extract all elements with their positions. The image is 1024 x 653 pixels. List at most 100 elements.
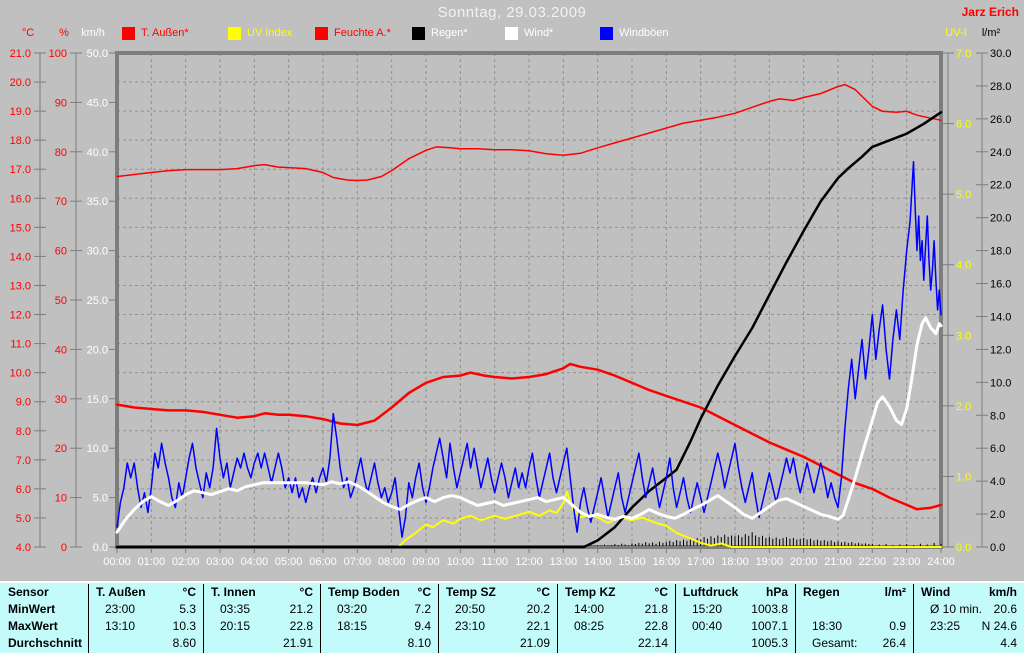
series-uv: [116, 491, 942, 548]
legend-item-t-aussen: T. Außen*: [122, 26, 189, 40]
temp-sz-avg-row: 21.09: [439, 635, 557, 652]
col-unit: °C: [654, 585, 668, 599]
axis-unit-percent: %: [59, 27, 69, 39]
stats-table: Sensor MinWert MaxWert Durchschnitt T. Außen…: [0, 581, 1024, 653]
axis-tick-label: 5.0: [93, 493, 108, 505]
axis-tick-label: 7.0: [956, 48, 971, 60]
time-tick-label: 20:00: [790, 556, 818, 568]
col-header: Wind km/h: [914, 584, 1024, 601]
axis-tick-label: 60: [55, 246, 67, 258]
max-time: 08:25: [574, 619, 605, 633]
axis-tick-label: 80: [55, 147, 67, 159]
time-tick-label: 05:00: [275, 556, 303, 568]
time-tick-label: 14:00: [584, 556, 612, 568]
stats-col-temp-kz: Temp KZ °C 14:00 21.8 08:25 22.8 22.14: [557, 584, 675, 653]
axis-tick-label: 20.0: [87, 344, 108, 356]
axis-tick-label: 9.0: [16, 397, 31, 409]
min-value: 7.2: [414, 602, 431, 616]
min-time: 15:20: [692, 602, 723, 616]
axis-tick-label: 2.0: [990, 509, 1005, 521]
min-value: 20.6: [993, 602, 1017, 616]
temp-boden-avg-row: 8.10: [321, 635, 438, 652]
temp-boden-max-row: 18:15 9.4: [321, 618, 438, 635]
axis-tick-label: 10.0: [990, 377, 1011, 389]
col-unit: hPa: [765, 585, 788, 599]
col-header: T. Innen °C: [204, 584, 320, 601]
time-tick-label: 19:00: [756, 556, 784, 568]
legend-label: Regen*: [431, 27, 468, 39]
axis-uv: UV-I 0.0 1.0 2.0 3.0 4.0 5.0 6.0 7.0: [942, 27, 971, 554]
stats-col-temp-sz: Temp SZ °C 20:50 20.2 23:10 22.1 21.09: [438, 584, 557, 653]
col-unit: °C: [536, 585, 550, 599]
stats-col-t-aussen: T. Außen °C 23:00 5.3 13:10 10.3 8.60: [88, 584, 203, 653]
avg-value: 21.91: [282, 636, 313, 650]
temp-sz-max-row: 23:10 22.1: [439, 618, 557, 635]
axis-tick-label: 35.0: [87, 196, 108, 208]
avg-time: [211, 635, 220, 652]
avg-value: 22.14: [637, 636, 668, 650]
time-tick-label: 09:00: [412, 556, 440, 568]
max-time: 23:25: [930, 619, 961, 633]
axis-tick-label: 21.0: [10, 48, 31, 60]
temp-kz-min-row: 14:00 21.8: [558, 601, 675, 618]
axis-tick-label: 10: [55, 493, 67, 505]
col-name: T. Außen: [96, 585, 146, 599]
min-time: 23:00: [105, 602, 136, 616]
wind-swatch-icon: [505, 26, 518, 40]
max-value: 22.8: [644, 619, 668, 633]
temp-sz-min-row: 20:50 20.2: [439, 601, 557, 618]
axis-tick-label: 6.0: [990, 443, 1005, 455]
axis-tick-label: 17.0: [10, 164, 31, 176]
min-time: Ø 10 min.: [930, 602, 983, 616]
max-value: 22.1: [526, 619, 550, 633]
legend-label: UV Index: [247, 27, 293, 39]
max-time: 13:10: [105, 619, 136, 633]
legend-item-windboeen: Windböen: [600, 26, 669, 40]
time-tick-label: 12:00: [515, 556, 543, 568]
col-name: Temp KZ: [565, 585, 616, 599]
chart-legend: T. Außen* UV Index Feuchte A.* Regen* Wind* W…: [117, 26, 917, 41]
min-value: 21.2: [289, 602, 313, 616]
avg-time: [446, 635, 455, 652]
axis-lm2: l/m² 0.0 2.0 4.0 6.0 8.0 10.0 12.0 14.0 16.0 18.0 2…: [976, 27, 1011, 554]
series-wind: [115, 316, 943, 534]
axis-tick-label: 0.0: [93, 542, 108, 554]
axis-tick-label: 7.0: [16, 455, 31, 467]
max-time: 20:15: [220, 619, 251, 633]
time-tick-label: 10:00: [447, 556, 475, 568]
axis-tick-label: 3.0: [956, 330, 971, 342]
axis-tick-label: 10.0: [87, 443, 108, 455]
axis-tick-label: 2.0: [956, 401, 971, 413]
axis-tick-label: 8.0: [990, 410, 1005, 422]
row-label: MinWert: [8, 602, 56, 616]
axis-tick-label: 6.0: [16, 484, 31, 496]
axis-tick-label: 90: [55, 97, 67, 109]
max-value: 22.8: [289, 619, 313, 633]
weather-chart-canvas: °C 4.0 5.0 6.0 7.0 8.0 9.0 10.0 11.0 12.0 13.0 14.0…: [10, 27, 1012, 568]
regen-avg-row: Gesamt: 26.4: [796, 635, 913, 652]
regen-max-row: 18:30 0.9: [796, 618, 913, 635]
wind-min-row: Ø 10 min. 20.6: [914, 601, 1024, 618]
col-unit: °C: [182, 585, 196, 599]
col-unit: °C: [417, 585, 431, 599]
max-value: 0.9: [889, 619, 906, 633]
axis-tick-label: 5.0: [16, 513, 31, 525]
col-name: Temp Boden: [328, 585, 400, 599]
time-tick-label: 22:00: [859, 556, 887, 568]
axis-tick-label: 1.0: [956, 471, 971, 483]
station-label: Jarz Erich: [961, 5, 1019, 19]
series-regen-summe: [115, 111, 943, 549]
axis-unit-kmh: km/h: [81, 27, 105, 39]
axis-tick-label: 15.0: [10, 222, 31, 234]
axis-tick-label: 12.0: [10, 310, 31, 322]
t-aussen-max-row: 13:10 10.3: [89, 618, 203, 635]
axis-tick-label: 10.0: [10, 368, 31, 380]
series-feuchte: [116, 83, 942, 182]
time-tick-label: 07:00: [344, 556, 372, 568]
luftdruck-min-row: 15:20 1003.8: [676, 601, 795, 618]
axis-tick-label: 40.0: [87, 147, 108, 159]
min-time: 20:50: [455, 602, 486, 616]
axis-tick-label: 5.0: [956, 189, 971, 201]
axis-tick-label: 16.0: [10, 193, 31, 205]
uv-index-swatch-icon: [228, 26, 241, 40]
